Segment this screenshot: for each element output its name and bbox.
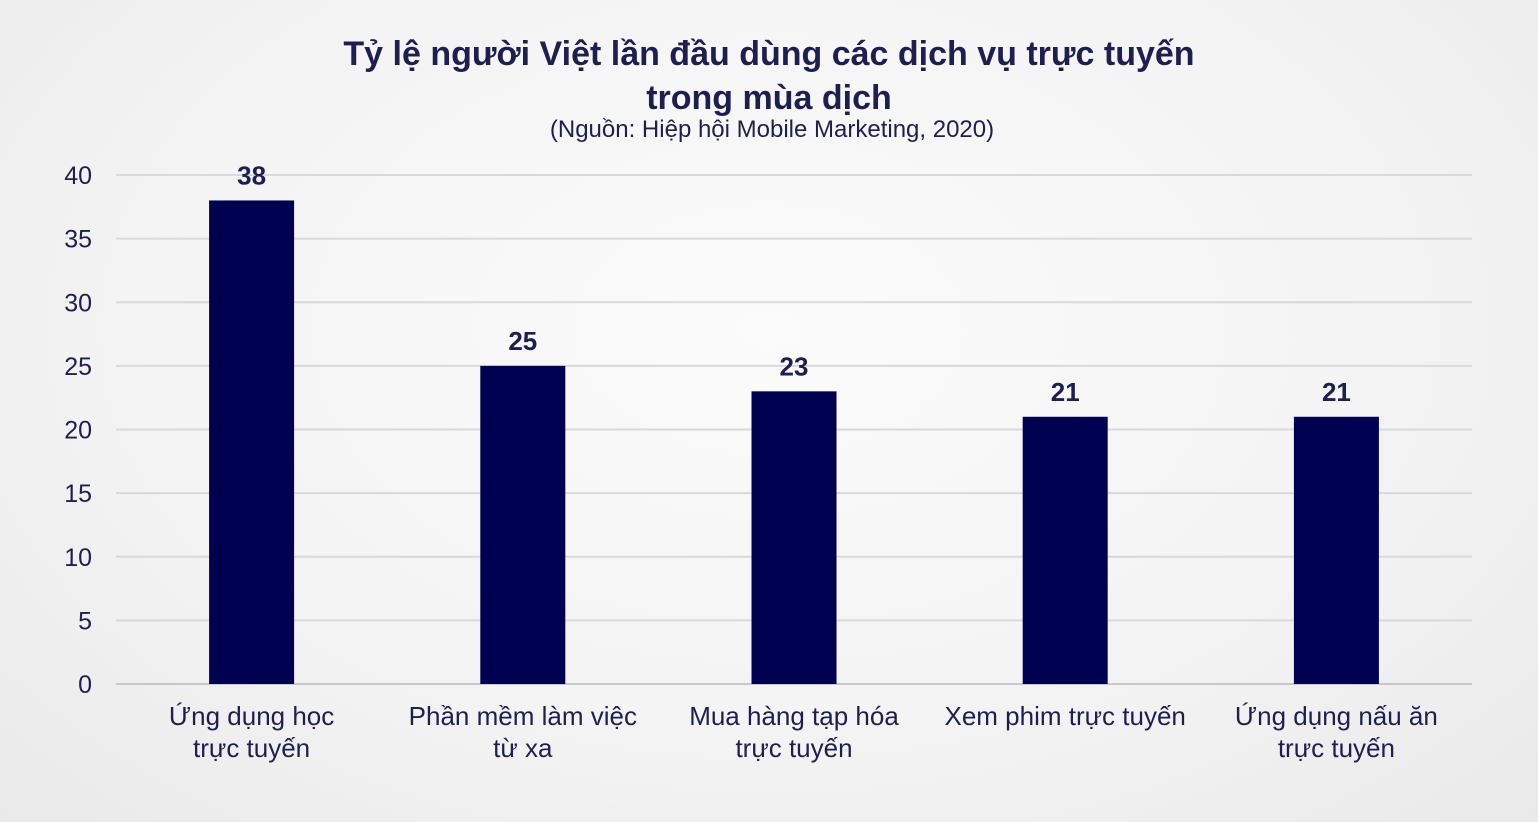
- x-tick-label: Phần mềm làm việc từ xa: [408, 701, 637, 763]
- y-tick-label: 0: [78, 671, 92, 699]
- x-tick-label: Mua hàng tạp hóa trực tuyến: [689, 701, 899, 763]
- bar: [1293, 416, 1379, 684]
- y-tick-label: 35: [64, 226, 92, 254]
- y-tick-label: 40: [64, 162, 92, 190]
- bar: [751, 391, 837, 684]
- y-tick-label: 25: [64, 353, 92, 381]
- bar: [209, 200, 295, 684]
- data-label: 25: [508, 326, 537, 356]
- data-label: 21: [1051, 377, 1080, 407]
- y-tick-label: 15: [64, 480, 92, 508]
- y-tick-label: 10: [64, 544, 92, 572]
- y-tick-label: 20: [64, 417, 92, 445]
- data-label: 23: [780, 351, 809, 381]
- chart-subtitle: (Nguồn: Hiệp hội Mobile Marketing, 2020): [549, 116, 995, 143]
- y-tick-label: 30: [64, 289, 92, 317]
- bar: [480, 365, 566, 684]
- y-tick-label: 5: [78, 607, 92, 635]
- chart-title-line-2: trong mùa dịch: [646, 79, 892, 117]
- x-tick-label: Xem phim trực tuyến: [944, 701, 1186, 731]
- x-tick-label: Ứng dụng học trực tuyến: [168, 701, 335, 763]
- x-tick-label: Ứng dụng nấu ăn trực tuyến: [1234, 701, 1438, 763]
- data-label: 21: [1322, 377, 1351, 407]
- chart-title-line-1: Tỷ lệ người Việt lần đầu dùng các dịch v…: [343, 35, 1195, 73]
- data-label: 38: [237, 160, 266, 190]
- bar: [1022, 416, 1108, 684]
